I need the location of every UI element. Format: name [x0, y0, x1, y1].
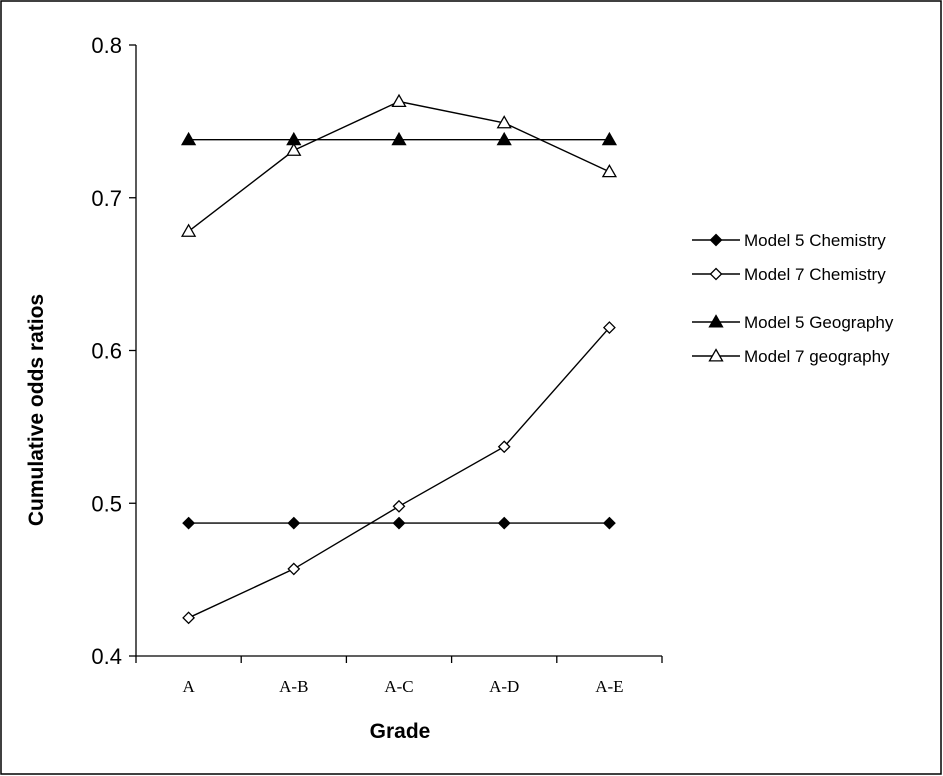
data-point	[391, 93, 407, 108]
data-point	[287, 516, 301, 530]
data-point	[601, 163, 618, 178]
data-point	[496, 115, 512, 129]
legend-item: Model 7 Chemistry	[692, 265, 886, 284]
data-point	[391, 131, 407, 146]
axes: 0.4 0.5 0.6 0.7 0.8 A A-B A-C A-D A-E	[91, 33, 663, 696]
legend-label: Model 5 Chemistry	[744, 231, 886, 250]
legend-label: Model 5 Geography	[744, 313, 894, 332]
x-axis-title: Grade	[370, 720, 431, 743]
x-tick-label: A-D	[489, 677, 519, 696]
data-point	[497, 440, 511, 454]
y-tick-label: 0.6	[91, 339, 122, 364]
data-point	[496, 131, 512, 146]
x-tick-label: A-C	[384, 677, 413, 696]
x-tick-label: A-E	[595, 677, 623, 696]
legend-item: Model 5 Chemistry	[692, 231, 886, 250]
data-point	[286, 142, 302, 156]
data-point	[602, 516, 616, 530]
legend-item: Model 5 Geography	[692, 313, 894, 332]
y-axis-title: Cumulative odds ratios	[25, 294, 48, 526]
y-tick-label: 0.7	[91, 186, 122, 211]
data-point	[497, 516, 511, 530]
y-tick-label: 0.5	[91, 491, 122, 516]
x-tick-label: A	[182, 677, 195, 696]
legend-marker	[708, 314, 724, 328]
legend-marker	[708, 348, 724, 362]
data-point	[601, 131, 618, 146]
legend-label: Model 7 geography	[744, 347, 890, 366]
data-point	[180, 223, 197, 237]
data-point	[182, 611, 196, 625]
data-point	[180, 131, 197, 146]
series-model-7-geography	[180, 93, 618, 237]
y-tick-label: 0.8	[91, 33, 122, 58]
series-model-7-chemistry	[182, 321, 616, 625]
legend-item: Model 7 geography	[692, 347, 890, 366]
legend: Model 5 Chemistry Model 7 Chemistry Model …	[692, 231, 894, 366]
legend-marker	[709, 267, 723, 281]
legend-marker	[709, 233, 723, 247]
data-point	[392, 516, 406, 530]
series-model-5-chemistry	[182, 516, 616, 530]
y-tick-label: 0.4	[91, 644, 122, 669]
legend-label: Model 7 Chemistry	[744, 265, 886, 284]
x-tick-label: A-B	[279, 677, 308, 696]
data-point	[602, 321, 616, 335]
data-point	[392, 499, 406, 513]
data-point	[182, 516, 196, 530]
series-layer	[180, 93, 618, 625]
data-point	[287, 562, 301, 576]
